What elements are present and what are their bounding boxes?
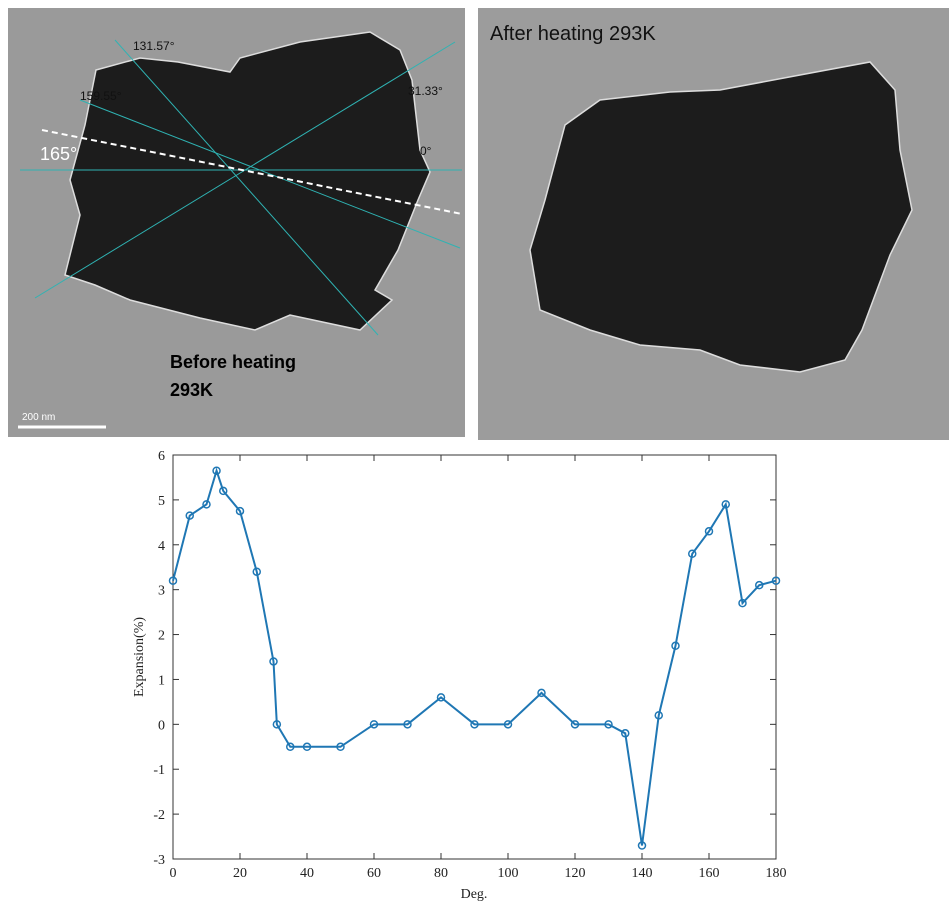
data-point [671,641,680,651]
x-tick-label: 80 [434,866,448,881]
image-caption: After heating 293K [490,23,656,45]
data-point [738,598,747,608]
y-tick-label: 0 [158,718,165,733]
data-point [621,729,630,738]
x-tick-label: 60 [367,866,381,881]
data-point [537,688,546,698]
data-point [688,549,697,559]
data-point [272,720,282,729]
data-point [637,841,647,850]
data-point [403,720,412,729]
particle [529,61,913,373]
image-caption: 293K [170,380,213,400]
x-tick-label: 140 [632,866,653,881]
x-tick-label: 180 [766,866,787,881]
dashed-line [41,129,463,215]
y-tick-label: 4 [158,539,165,554]
y-tick-label: 5 [158,494,165,509]
plot-frame [172,454,777,860]
y-tick-label: 3 [158,584,165,599]
angle-label: 131.57° [133,39,175,53]
data-point [212,466,221,475]
angle-label: 31.33° [408,84,443,98]
after-image: After heating 293K [478,8,949,440]
y-axis-label: Expansion(%) [132,617,147,697]
y-tick-label: 1 [158,673,165,688]
x-tick-label: 100 [498,866,519,881]
x-axis-label: Deg. [461,887,488,902]
data-point [721,500,730,509]
data-point [436,693,446,702]
chart: Deg. Expansion(%) 0 20 40 60 80 100 120 140 160 1… [132,449,787,902]
x-tick-label: 120 [565,866,586,881]
x-tick-label: 160 [699,866,720,881]
y-tick-label: 2 [158,629,165,644]
x-tick-label: 20 [233,866,247,881]
y-tick-label: 6 [158,449,165,464]
data-point [369,720,379,729]
data-point [704,527,714,536]
data-point [252,567,261,576]
data-point [286,742,295,752]
angle-label: 159.55° [80,89,122,103]
y-tick-label: -3 [153,853,165,868]
x-tick-label: 40 [300,866,314,881]
data-point [185,511,194,520]
data-point [168,576,178,585]
data-point [771,576,781,585]
data-point [654,711,663,720]
data-point [755,580,764,590]
particle [64,31,431,331]
angle-label: 165° [40,144,77,164]
data-point [219,486,228,496]
data-point [570,720,580,729]
image-caption: Before heating [170,352,296,372]
angle-lines [20,39,462,336]
data-point [235,506,245,516]
data-point [470,720,479,729]
data-point [336,742,345,752]
data-point [604,720,613,729]
data-point [269,657,278,666]
scale-label: 200 nm [22,412,55,423]
before-image: 131.57° 159.55° 31.33° 0° 165° Before he… [8,8,465,437]
data-point [302,742,312,752]
data-point [503,720,513,729]
y-tick-label: -2 [153,808,165,823]
data-line [172,467,777,846]
angle-label: 0° [420,144,432,158]
data-point [202,500,211,509]
y-tick-label: -1 [153,763,165,778]
x-tick-label: 0 [170,866,177,881]
